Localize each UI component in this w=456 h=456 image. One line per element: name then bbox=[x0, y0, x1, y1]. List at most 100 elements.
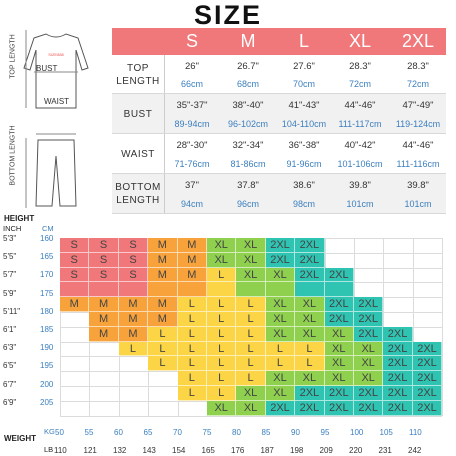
size-cell-2xl: 2XL bbox=[412, 356, 443, 372]
size-cell-xl: XL bbox=[236, 400, 266, 416]
size-cell-2xl: 2XL bbox=[324, 400, 354, 416]
weight-kg-label: 75 bbox=[202, 428, 212, 437]
measure-inch: 27.6" bbox=[293, 61, 315, 72]
size-header-l: L bbox=[298, 31, 309, 51]
height-cm-label: 195 bbox=[40, 361, 54, 371]
size-cell-2xl: 2XL bbox=[265, 238, 296, 253]
size-cell-2xl: 2XL bbox=[295, 238, 325, 253]
size-cell-l: L bbox=[148, 341, 178, 357]
size-cell-xl: XL bbox=[324, 341, 354, 357]
height-caption: HEIGHT bbox=[4, 214, 35, 223]
size-cell-s: S bbox=[118, 252, 149, 268]
measure-cm: 111-116cm bbox=[396, 159, 440, 169]
size-cell-2xl: 2XL bbox=[324, 297, 354, 312]
measure-cm: 96cm bbox=[236, 199, 259, 209]
measure-cm: 68cm bbox=[236, 79, 259, 89]
size-cell-m: M bbox=[60, 297, 90, 312]
height-inch-label: 5'9" bbox=[3, 288, 17, 298]
height-cm-label: 205 bbox=[40, 397, 54, 407]
size-cell-l: L bbox=[207, 312, 237, 327]
size-cell-xl: XL bbox=[207, 400, 237, 416]
measure-inch: 35"-37" bbox=[176, 100, 208, 111]
size-cell-m bbox=[177, 282, 207, 298]
height-cm-label: 175 bbox=[40, 288, 54, 298]
size-cell-xl: XL bbox=[236, 267, 266, 283]
size-cell-l: L bbox=[207, 267, 237, 283]
bust-label: BUST bbox=[36, 64, 58, 73]
size-cell-2xl: 2XL bbox=[412, 371, 443, 386]
height-inch-label: 6'1" bbox=[3, 325, 17, 335]
row-divider bbox=[112, 93, 446, 94]
weight-lb-label: 132 bbox=[113, 446, 127, 455]
size-header-s: S bbox=[185, 31, 198, 51]
measure-cm: 72cm bbox=[406, 79, 429, 89]
size-cell-2xl: 2XL bbox=[354, 326, 384, 342]
measure-inch: 28.3" bbox=[349, 61, 371, 72]
size-cell-l: L bbox=[177, 312, 207, 327]
size-cell-2xl: 2XL bbox=[383, 371, 413, 386]
weight-lb-label: 165 bbox=[201, 446, 215, 455]
measure-cm: 119-124cm bbox=[395, 119, 441, 129]
size-cell-l: L bbox=[295, 341, 325, 357]
size-cell-2xl: 2XL bbox=[412, 386, 443, 401]
shirt-print: SIZE888 bbox=[48, 52, 64, 57]
measure-inch: 39.8" bbox=[349, 180, 371, 191]
height-cm-label: 190 bbox=[40, 343, 54, 353]
weight-kg-label: 55 bbox=[84, 428, 94, 437]
size-cell-m: M bbox=[89, 312, 119, 327]
size-cell-l: L bbox=[236, 356, 266, 372]
row-label: LENGTH bbox=[116, 195, 160, 206]
size-cell-l: L bbox=[236, 297, 266, 312]
size-cell-2xl: 2XL bbox=[412, 341, 443, 357]
weight-kg-label: 70 bbox=[173, 428, 182, 437]
size-cell-2xl: 2XL bbox=[383, 341, 413, 357]
height-inch-label: 6'9" bbox=[3, 397, 17, 407]
size-cell-2xl: 2XL bbox=[295, 400, 325, 416]
measure-inch: 47"-49" bbox=[402, 100, 434, 111]
size-cell-xl: XL bbox=[236, 252, 266, 268]
row-label: BOTTOM bbox=[115, 182, 161, 193]
weight-lb-label: 143 bbox=[142, 446, 156, 455]
size-cell-s: S bbox=[89, 267, 119, 283]
measure-cm: 89-94cm bbox=[174, 119, 210, 129]
height-cm-label: 185 bbox=[40, 325, 54, 335]
size-cell-m: M bbox=[148, 238, 178, 253]
size-cell-2xl: 2XL bbox=[354, 386, 384, 401]
weight-kg-label: 60 bbox=[114, 428, 123, 437]
weight-kg-label: 100 bbox=[350, 428, 364, 437]
height-inch-label: 5'5" bbox=[3, 252, 17, 262]
size-cell-l: L bbox=[265, 356, 296, 372]
row-divider bbox=[112, 173, 446, 174]
size-header-m: M bbox=[240, 31, 256, 51]
size-cell-2xl: 2XL bbox=[354, 312, 384, 327]
measure-inch: 32"-34" bbox=[232, 140, 264, 151]
size-cell-m: M bbox=[148, 297, 178, 312]
size-cell-l bbox=[207, 282, 237, 298]
size-cell-xl: XL bbox=[236, 238, 266, 253]
size-table-row: WAIST 28"-30" 71-76cm 32"-34" 81-86cm 36"-38"… bbox=[112, 134, 446, 174]
size-cell-2xl bbox=[295, 282, 325, 298]
divider bbox=[164, 55, 165, 94]
size-cell-2xl: 2XL bbox=[295, 267, 325, 283]
measure-inch: 41"-43" bbox=[288, 100, 320, 111]
weight-lb-label: 209 bbox=[319, 446, 333, 455]
garment-illustration: SIZE888 bbox=[23, 30, 89, 208]
size-cell-l: L bbox=[177, 356, 207, 372]
measure-inch: 37.8" bbox=[237, 180, 259, 191]
size-header-xl: XL bbox=[348, 31, 372, 51]
measure-cm: 70cm bbox=[292, 79, 315, 89]
size-cell-xl bbox=[265, 282, 296, 298]
weight-kg-label: 85 bbox=[261, 428, 271, 437]
size-cell-s: S bbox=[118, 238, 149, 253]
measure-inch: 38"-40" bbox=[232, 100, 264, 111]
size-cell-2xl: 2XL bbox=[295, 386, 325, 401]
weight-lb-label: 154 bbox=[172, 446, 186, 455]
size-cell-l: L bbox=[177, 297, 207, 312]
size-cell-xl: XL bbox=[354, 371, 384, 386]
size-cell-xl: XL bbox=[295, 312, 325, 327]
height-inch-label: 6'3" bbox=[3, 343, 17, 353]
grid-line bbox=[442, 238, 444, 416]
size-cell-xl: XL bbox=[207, 238, 237, 253]
size-cell-2xl: 2XL bbox=[324, 386, 354, 401]
weight-lb-label: 220 bbox=[349, 446, 363, 455]
